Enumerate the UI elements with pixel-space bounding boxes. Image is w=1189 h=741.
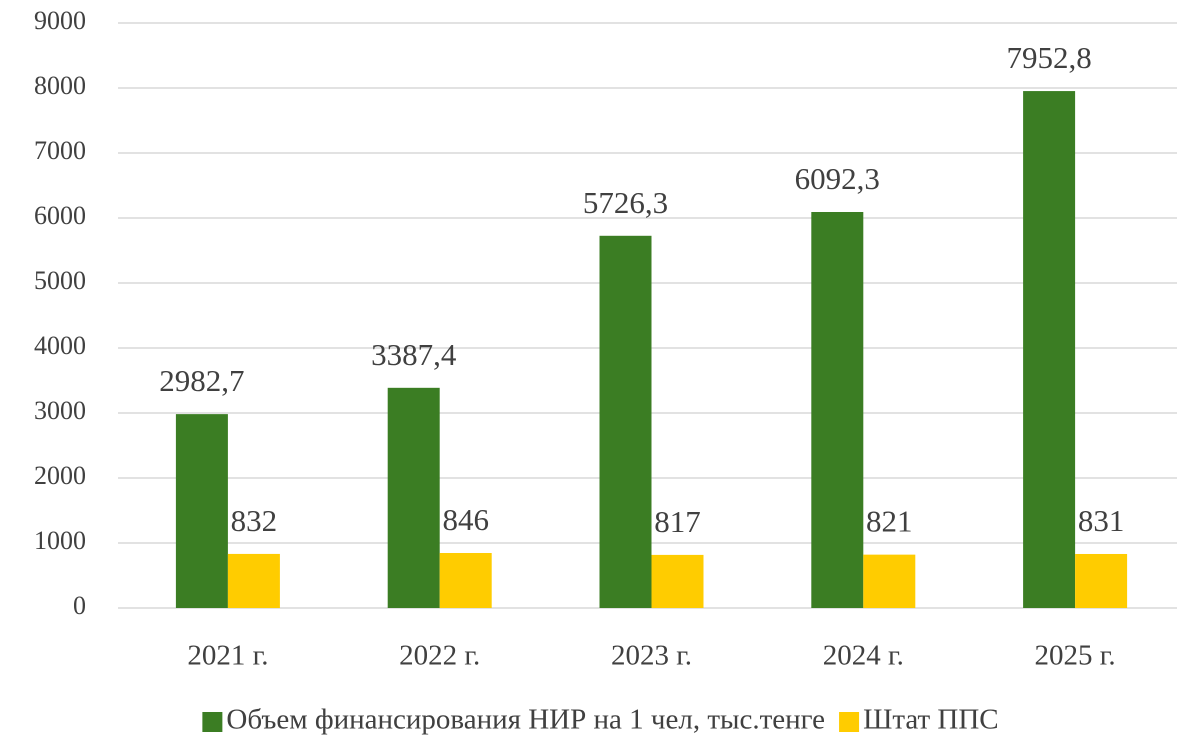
data-label: 846 <box>442 502 489 537</box>
y-tick-label: 0 <box>73 591 86 620</box>
y-tick-label: 3000 <box>34 396 86 425</box>
y-tick-label: 9000 <box>34 6 86 35</box>
y-tick-label: 8000 <box>34 71 86 100</box>
legend-swatch <box>839 712 860 732</box>
data-label: 2982,7 <box>159 363 244 398</box>
legend-label: Объем финансирования НИР на 1 чел, тыс.т… <box>226 704 825 736</box>
y-tick-label: 1000 <box>34 526 86 555</box>
y-tick-label: 6000 <box>34 201 86 230</box>
data-label: 6092,3 <box>795 161 880 196</box>
x-tick-label: 2021 г. <box>187 640 268 672</box>
bar <box>1023 91 1076 609</box>
data-label: 821 <box>866 504 913 539</box>
bar <box>599 235 652 608</box>
y-tick-label: 7000 <box>34 136 86 165</box>
data-label: 3387,4 <box>371 337 457 372</box>
data-label: 7952,8 <box>1006 40 1091 75</box>
bar <box>811 212 864 609</box>
x-tick-label: 2023 г. <box>611 640 692 672</box>
data-label: 832 <box>231 503 278 538</box>
x-tick-label: 2024 г. <box>823 640 904 672</box>
y-tick-label: 5000 <box>34 266 86 295</box>
x-tick-label: 2022 г. <box>399 640 480 672</box>
x-tick-label: 2025 г. <box>1035 640 1116 672</box>
y-tick-label: 2000 <box>34 461 86 490</box>
data-label: 817 <box>654 504 701 539</box>
bar <box>439 553 492 608</box>
bar <box>227 553 280 608</box>
bar <box>175 414 228 608</box>
bar <box>1075 553 1128 608</box>
bar <box>863 554 916 608</box>
data-label: 5726,3 <box>583 185 668 220</box>
data-label: 831 <box>1078 503 1125 538</box>
bar <box>651 554 704 608</box>
legend-swatch <box>202 712 223 732</box>
legend-label: Штат ППС <box>863 704 999 736</box>
bar <box>387 387 440 608</box>
y-tick-label: 4000 <box>34 331 86 360</box>
